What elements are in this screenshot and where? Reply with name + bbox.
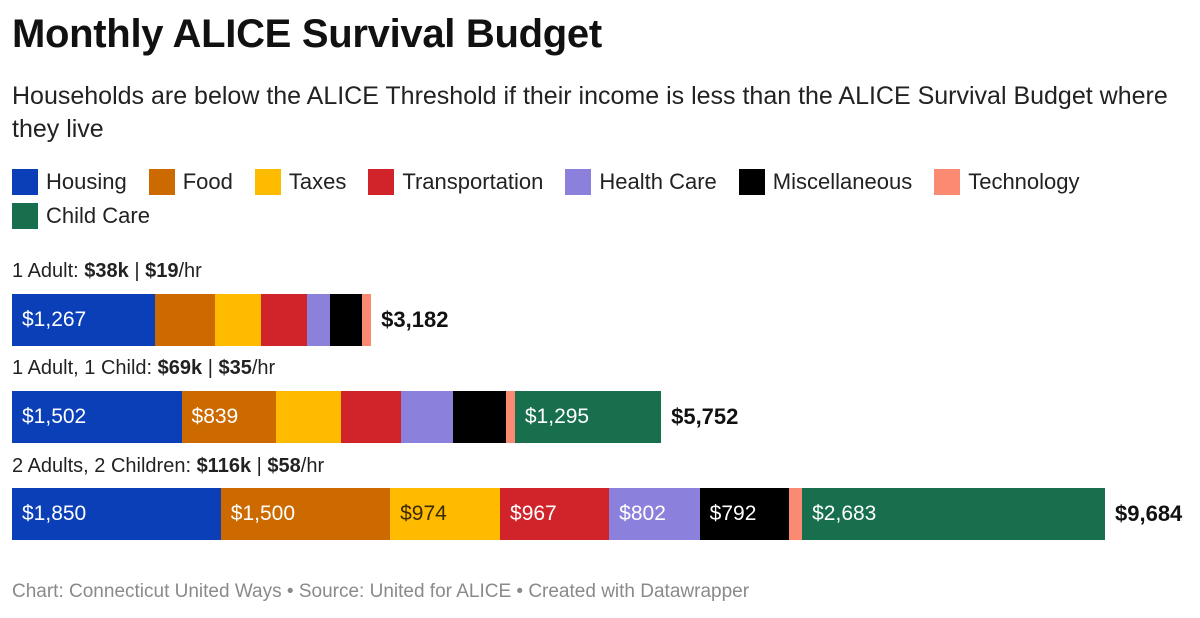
legend-item-technology: Technology	[934, 168, 1080, 196]
bar-segment-miscellaneous	[329, 294, 363, 346]
row-label-part: /hr	[178, 260, 202, 282]
bar-segment-taxes	[276, 391, 341, 443]
legend-label: Health Care	[599, 169, 717, 194]
legend-item-transportation: Transportation	[368, 168, 543, 196]
chart-title: Monthly ALICE Survival Budget	[12, 12, 602, 56]
bar-segment-food	[155, 294, 216, 346]
legend-item-health-care: Health Care	[565, 168, 717, 196]
stacked-bar: $1,267	[12, 294, 372, 346]
bar-total-label: $3,182	[381, 307, 449, 332]
segment-value-label: $802	[619, 502, 666, 525]
row-label-part: /hr	[300, 455, 325, 477]
bar-segment-transportation	[261, 294, 307, 346]
bar-segment-housing: $1,502	[12, 391, 182, 443]
segment-value-label: $2,683	[812, 502, 877, 525]
legend-swatch-miscellaneous	[738, 169, 765, 195]
row-label-part: $38k	[84, 260, 129, 282]
row-label-part: 1 Adult, 1 Child:	[12, 357, 158, 379]
legend-label: Taxes	[288, 169, 347, 194]
bar-total-label: $5,752	[671, 404, 739, 429]
legend-item-miscellaneous: Miscellaneous	[738, 168, 913, 196]
bar-segment-health-care: $802	[609, 488, 700, 540]
legend-label: Child Care	[46, 203, 150, 228]
bar-segment-child-care: $1,295	[514, 391, 662, 443]
legend-label: Miscellaneous	[772, 169, 913, 194]
segment-value-label: $974	[400, 502, 447, 525]
stacked-bar: $1,502 $839 $1,295	[12, 391, 662, 443]
segment-value-label: $1,500	[230, 502, 296, 525]
legend-item-housing: Housing	[12, 168, 127, 196]
legend-swatch-transportation	[368, 169, 395, 195]
bar-segment-technology	[789, 488, 803, 540]
row-label: 1 Adult, 1 Child: $69k | $35/hr	[12, 357, 275, 380]
legend-swatch-technology	[934, 169, 961, 195]
row-label-part: 1 Adult:	[12, 260, 85, 282]
legend-item-taxes: Taxes	[254, 168, 347, 196]
legend-label: Technology	[968, 169, 1080, 194]
legend-swatch-taxes	[254, 169, 281, 195]
segment-value-label: $967	[510, 502, 557, 525]
row-label-part: 2 Adults, 2 Children:	[12, 455, 197, 477]
bar-segment-child-care: $2,683	[802, 488, 1105, 540]
segment-value-label: $839	[191, 405, 239, 428]
row-label-part: $19	[145, 260, 179, 282]
segment-value-label: $1,502	[22, 405, 87, 428]
row-label-part: /hr	[251, 357, 276, 379]
legend-label: Food	[182, 169, 233, 194]
bar-segment-technology	[505, 391, 515, 443]
bar-segment-housing: $1,850	[12, 488, 221, 540]
bar-segment-taxes	[215, 294, 262, 346]
bar-segment-food: $839	[181, 391, 277, 443]
segment-value-label: $1,850	[22, 502, 87, 525]
legend-swatch-housing	[12, 169, 38, 195]
legend-swatch-health-care	[565, 169, 592, 195]
bar-segment-miscellaneous	[452, 391, 506, 443]
row-label: 2 Adults, 2 Children: $116k | $58/hr	[12, 455, 324, 478]
segment-value-label: $792	[709, 502, 757, 525]
stacked-bar: $1,850 $1,500 $974 $967 $802 $792 $2,683	[12, 488, 1105, 540]
bar-segment-transportation	[340, 391, 402, 443]
legend-label: Transportation	[402, 169, 544, 194]
row-label-part: $69k	[157, 357, 203, 379]
legend-item-food: Food	[148, 168, 233, 196]
bar-segment-food: $1,500	[220, 488, 391, 540]
row-label: 1 Adult: $38k | $19/hr	[12, 260, 202, 283]
bar-segment-taxes: $974	[390, 488, 501, 540]
bar-total-label: $9,684	[1115, 501, 1183, 526]
legend-label: Housing	[46, 169, 127, 194]
row-label-part: |	[128, 260, 146, 282]
legend-swatch-food	[148, 169, 175, 195]
bar-segment-technology	[362, 294, 372, 346]
legend: Housing Food Taxes Transportation Health Car…	[12, 168, 1192, 230]
segment-value-label: $1,267	[22, 308, 87, 331]
bar-segment-health-care	[306, 294, 330, 346]
row-label-part: $116k	[196, 455, 252, 477]
bar-segment-transportation: $967	[500, 488, 610, 540]
chart-subtitle: Households are below the ALICE Threshold…	[12, 82, 1168, 143]
legend-swatch-child-care	[12, 203, 38, 229]
bar-segment-miscellaneous: $792	[699, 488, 790, 540]
bar-segment-housing: $1,267	[12, 294, 155, 346]
legend-item-child-care: Child Care	[12, 202, 150, 230]
row-label-part: $35	[218, 357, 252, 379]
row-label-part: |	[251, 455, 268, 477]
row-label-part: |	[202, 357, 219, 379]
chart-footer: Chart: Connecticut United Ways • Source:…	[12, 581, 750, 602]
row-label-part: $58	[267, 455, 301, 477]
segment-value-label: $1,295	[524, 405, 590, 428]
bar-segment-health-care	[401, 391, 453, 443]
